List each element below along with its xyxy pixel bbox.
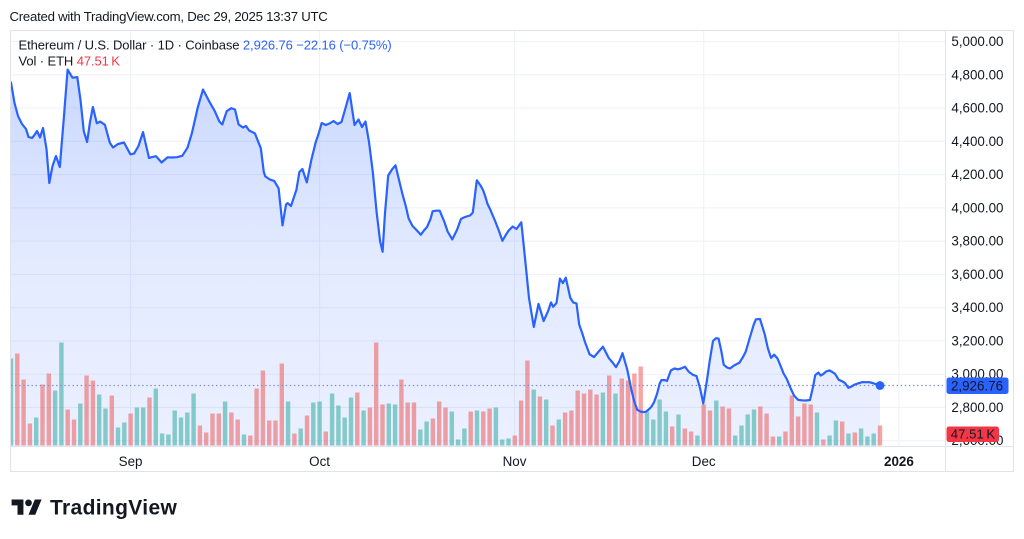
svg-text:47.51 K: 47.51 K [951,427,996,442]
svg-text:Vol · ETH 47.51 K: Vol · ETH 47.51 K [19,54,121,69]
svg-text:4,800.00: 4,800.00 [951,67,1003,82]
svg-text:Created with TradingView.com,: Created with TradingView.com, Dec 29, 20… [10,9,329,24]
svg-text:Ethereum / U.S. Dollar · 1D ·: Ethereum / U.S. Dollar · 1D · Coinbase 2… [19,38,392,53]
svg-text:3,400.00: 3,400.00 [951,300,1003,315]
svg-text:Sep: Sep [119,454,143,469]
svg-text:3,800.00: 3,800.00 [951,234,1003,249]
svg-text:5,000.00: 5,000.00 [951,34,1003,49]
svg-text:2026: 2026 [884,454,914,469]
svg-text:Dec: Dec [692,454,716,469]
svg-text:3,600.00: 3,600.00 [951,267,1003,282]
svg-text:TradingView: TradingView [50,497,177,520]
svg-text:4,000.00: 4,000.00 [951,200,1003,215]
svg-text:Oct: Oct [309,454,330,469]
svg-text:4,200.00: 4,200.00 [951,167,1003,182]
svg-text:3,200.00: 3,200.00 [951,333,1003,348]
svg-text:4,400.00: 4,400.00 [951,134,1003,149]
svg-text:Nov: Nov [503,454,527,469]
svg-text:2,800.00: 2,800.00 [951,400,1003,415]
svg-text:2,926.76: 2,926.76 [951,379,1003,394]
svg-text:4,600.00: 4,600.00 [951,101,1003,116]
